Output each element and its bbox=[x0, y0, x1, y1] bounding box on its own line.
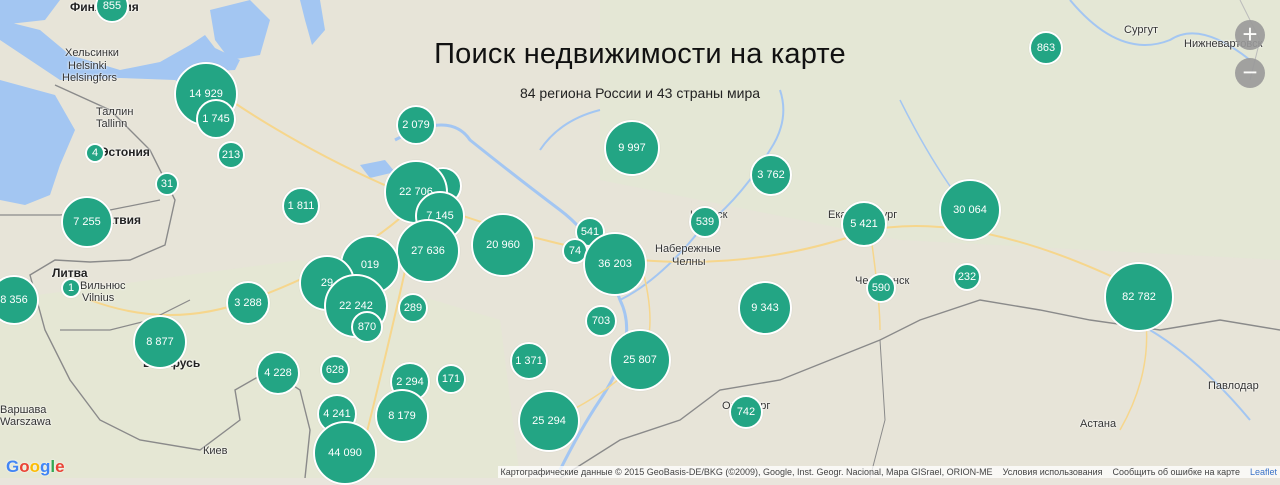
cluster-marker[interactable]: 36 203 bbox=[583, 232, 647, 296]
cluster-marker[interactable]: 44 090 bbox=[313, 421, 377, 485]
cluster-marker[interactable]: 3 762 bbox=[750, 154, 792, 196]
cluster-marker[interactable]: 82 782 bbox=[1104, 262, 1174, 332]
cluster-marker[interactable]: 171 bbox=[436, 364, 466, 394]
attribution-text: Картографические данные © 2015 GeoBasis-… bbox=[501, 467, 993, 477]
cluster-marker[interactable]: 25 294 bbox=[518, 390, 580, 452]
place-label: Набережные bbox=[655, 243, 721, 255]
cluster-marker[interactable]: 4 bbox=[85, 143, 105, 163]
place-label: Павлодар bbox=[1208, 380, 1259, 392]
place-label: Киев bbox=[203, 445, 228, 457]
map-attribution: Картографические данные © 2015 GeoBasis-… bbox=[498, 466, 1280, 478]
cluster-marker[interactable]: 5 421 bbox=[841, 201, 887, 247]
place-label: Эстония bbox=[100, 145, 150, 159]
cluster-marker[interactable]: 20 960 bbox=[471, 213, 535, 277]
cluster-marker[interactable]: 870 bbox=[351, 311, 383, 343]
place-label: Helsinki bbox=[68, 60, 107, 72]
place-label: Tallinn bbox=[96, 118, 127, 130]
cluster-marker[interactable]: 30 064 bbox=[939, 179, 1001, 241]
cluster-marker[interactable]: 742 bbox=[729, 395, 763, 429]
cluster-marker[interactable]: 628 bbox=[320, 355, 350, 385]
cluster-marker[interactable]: 1 bbox=[61, 278, 81, 298]
cluster-marker[interactable]: 2 079 bbox=[396, 105, 436, 145]
cluster-marker[interactable]: 1 371 bbox=[510, 342, 548, 380]
cluster-marker[interactable]: 213 bbox=[217, 141, 245, 169]
cluster-marker[interactable]: 7 255 bbox=[61, 196, 113, 248]
place-label: Челны bbox=[672, 256, 705, 268]
place-label: Вильнюс bbox=[80, 280, 125, 292]
cluster-marker[interactable]: 25 807 bbox=[609, 329, 671, 391]
place-label: Сургут bbox=[1124, 24, 1158, 36]
cluster-marker[interactable]: 8 179 bbox=[375, 389, 429, 443]
cluster-marker[interactable]: 289 bbox=[398, 293, 428, 323]
zoom-out-button[interactable]: − bbox=[1235, 58, 1265, 88]
cluster-marker[interactable]: 703 bbox=[585, 305, 617, 337]
cluster-marker[interactable]: 27 636 bbox=[396, 219, 460, 283]
cluster-marker[interactable]: 232 bbox=[953, 263, 981, 291]
place-label: Хельсинки bbox=[65, 47, 119, 59]
place-label: Vilnius bbox=[82, 292, 114, 304]
terms-link[interactable]: Условия использования bbox=[1003, 467, 1103, 477]
cluster-marker[interactable]: 863 bbox=[1029, 31, 1063, 65]
cluster-marker[interactable]: 4 228 bbox=[256, 351, 300, 395]
cluster-marker[interactable]: 539 bbox=[689, 206, 721, 238]
place-label: Warszawa bbox=[0, 416, 51, 428]
place-label: Варшава bbox=[0, 404, 46, 416]
place-label: Таллин bbox=[96, 106, 133, 118]
google-logo: Google bbox=[6, 457, 65, 477]
cluster-marker[interactable]: 9 997 bbox=[604, 120, 660, 176]
cluster-marker[interactable]: 9 343 bbox=[738, 281, 792, 335]
cluster-marker[interactable]: 8 877 bbox=[133, 315, 187, 369]
zoom-in-button[interactable]: + bbox=[1235, 20, 1265, 50]
cluster-marker[interactable]: 31 bbox=[155, 172, 179, 196]
cluster-marker[interactable]: 590 bbox=[866, 273, 896, 303]
leaflet-link[interactable]: Leaflet bbox=[1250, 467, 1277, 477]
cluster-marker[interactable]: 1 811 bbox=[282, 187, 320, 225]
report-error-link[interactable]: Сообщить об ошибке на карте bbox=[1112, 467, 1239, 477]
cluster-marker[interactable]: 1 745 bbox=[196, 99, 236, 139]
cluster-marker[interactable]: 3 288 bbox=[226, 281, 270, 325]
place-label: Helsingfors bbox=[62, 72, 117, 84]
place-label: Астана bbox=[1080, 418, 1116, 430]
